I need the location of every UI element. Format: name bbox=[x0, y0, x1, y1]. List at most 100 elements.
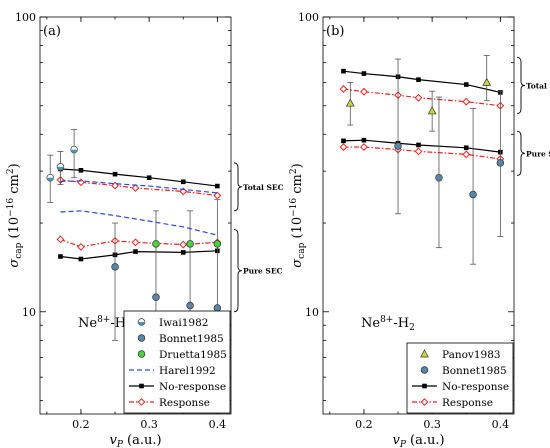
x-axis-label: vP (a.u.) bbox=[109, 433, 161, 448]
brace-annotation: Pure SEC bbox=[526, 149, 550, 158]
legend-marker bbox=[422, 383, 427, 389]
brace bbox=[516, 56, 526, 115]
legend-box bbox=[123, 310, 231, 414]
data-point bbox=[341, 138, 346, 144]
data-point-fill bbox=[57, 166, 64, 171]
data-point bbox=[463, 82, 469, 87]
brace bbox=[233, 162, 243, 212]
data-point bbox=[111, 181, 119, 190]
data-point bbox=[58, 254, 63, 259]
series-line bbox=[60, 168, 218, 187]
data-point bbox=[416, 77, 421, 82]
brace-annotation: Total SEC bbox=[243, 183, 284, 192]
data-point bbox=[215, 183, 220, 189]
brace-annotation: Total SEC bbox=[526, 81, 550, 90]
series-line bbox=[343, 88, 501, 107]
data-point bbox=[427, 106, 437, 115]
legend-label: Druetta1985 bbox=[159, 349, 227, 361]
data-point bbox=[360, 87, 368, 96]
legend-marker bbox=[137, 350, 146, 358]
legend-label: Panov1983 bbox=[442, 349, 501, 361]
x-tick-label: 0.2 bbox=[72, 418, 90, 431]
legend-label: Response bbox=[442, 397, 493, 409]
x-tick-label: 0.4 bbox=[492, 418, 510, 431]
y-tick-label: 100 bbox=[15, 11, 36, 24]
legend-marker bbox=[137, 334, 146, 342]
plot-frame bbox=[322, 16, 515, 415]
y-axis-label: σcap (10−16 cm2) bbox=[289, 163, 307, 267]
data-point bbox=[345, 98, 355, 107]
brace bbox=[516, 130, 526, 176]
data-point bbox=[414, 147, 423, 156]
legend-marker bbox=[420, 366, 429, 374]
data-point bbox=[186, 301, 194, 310]
series-druetta1985 bbox=[152, 240, 222, 248]
panel-b: 0.2 0.3 0.4 10 100 (b) Ne8+-H2 vP (a.u.) σcap (1… bbox=[289, 11, 550, 448]
series-line bbox=[60, 238, 218, 248]
data-point bbox=[111, 263, 119, 271]
x-tick-label: 0.3 bbox=[140, 418, 158, 431]
system-label: Ne8+-H2 bbox=[361, 315, 415, 333]
data-point bbox=[152, 293, 160, 302]
system-label-sup: 8+ bbox=[380, 315, 393, 325]
data-point-fill bbox=[70, 149, 78, 153]
data-point bbox=[339, 85, 348, 93]
data-point bbox=[133, 249, 138, 254]
y-tick-label: 10 bbox=[305, 306, 319, 319]
data-point bbox=[462, 150, 471, 159]
system-label-sup: 8+ bbox=[97, 315, 110, 325]
brace bbox=[233, 229, 243, 313]
series-line bbox=[60, 210, 218, 236]
data-point bbox=[152, 240, 160, 248]
legend-marker-fill bbox=[138, 322, 145, 326]
x-axis-label: vP (a.u.) bbox=[392, 433, 444, 448]
panel-label: (b) bbox=[326, 24, 344, 39]
data-point bbox=[146, 175, 152, 180]
data-point bbox=[78, 167, 84, 173]
legend-label: Harel1992 bbox=[159, 365, 216, 377]
data-point bbox=[180, 250, 186, 255]
legend-label: Iwai1982 bbox=[159, 317, 208, 329]
data-point bbox=[179, 240, 188, 249]
data-point bbox=[435, 173, 443, 182]
panel-label: (a) bbox=[43, 24, 61, 39]
data-point bbox=[463, 145, 469, 151]
legend: Iwai1982 Bonnet1985 Druetta1985 Harel1992 No… bbox=[123, 310, 231, 414]
series-response bbox=[56, 176, 222, 200]
data-point bbox=[496, 159, 505, 167]
series-line bbox=[60, 250, 218, 260]
data-point bbox=[414, 93, 423, 102]
series-line bbox=[60, 179, 218, 197]
data-point bbox=[469, 190, 477, 199]
data-point bbox=[213, 240, 222, 248]
x-tick-label: 0.2 bbox=[355, 418, 373, 431]
legend: Panov1983 Bonnet1985 No-response Response bbox=[406, 342, 514, 414]
series-harel1992 bbox=[60, 180, 218, 194]
series-unnamed-5 bbox=[56, 235, 222, 251]
data-point bbox=[341, 68, 346, 74]
data-point bbox=[361, 71, 367, 76]
x-tick-label: 0.4 bbox=[209, 418, 227, 431]
data-point bbox=[56, 235, 65, 244]
legend-marker bbox=[137, 398, 146, 406]
legend-label: No-response bbox=[159, 381, 226, 393]
data-point-fill bbox=[46, 177, 54, 182]
legend-label: No-response bbox=[442, 381, 509, 393]
series-no-response bbox=[58, 166, 220, 189]
data-point bbox=[361, 137, 367, 143]
data-point bbox=[179, 187, 188, 196]
data-point bbox=[131, 238, 140, 247]
y-tick-label: 100 bbox=[298, 11, 319, 24]
data-point bbox=[213, 304, 222, 312]
data-point bbox=[78, 256, 84, 262]
series-line bbox=[343, 70, 501, 93]
series-response bbox=[339, 85, 505, 110]
series-unnamed-4 bbox=[58, 248, 220, 262]
data-point bbox=[131, 184, 140, 192]
data-point bbox=[339, 143, 348, 151]
data-point bbox=[482, 77, 492, 86]
data-point bbox=[112, 171, 118, 177]
series-line bbox=[60, 180, 218, 194]
data-point bbox=[186, 240, 194, 248]
